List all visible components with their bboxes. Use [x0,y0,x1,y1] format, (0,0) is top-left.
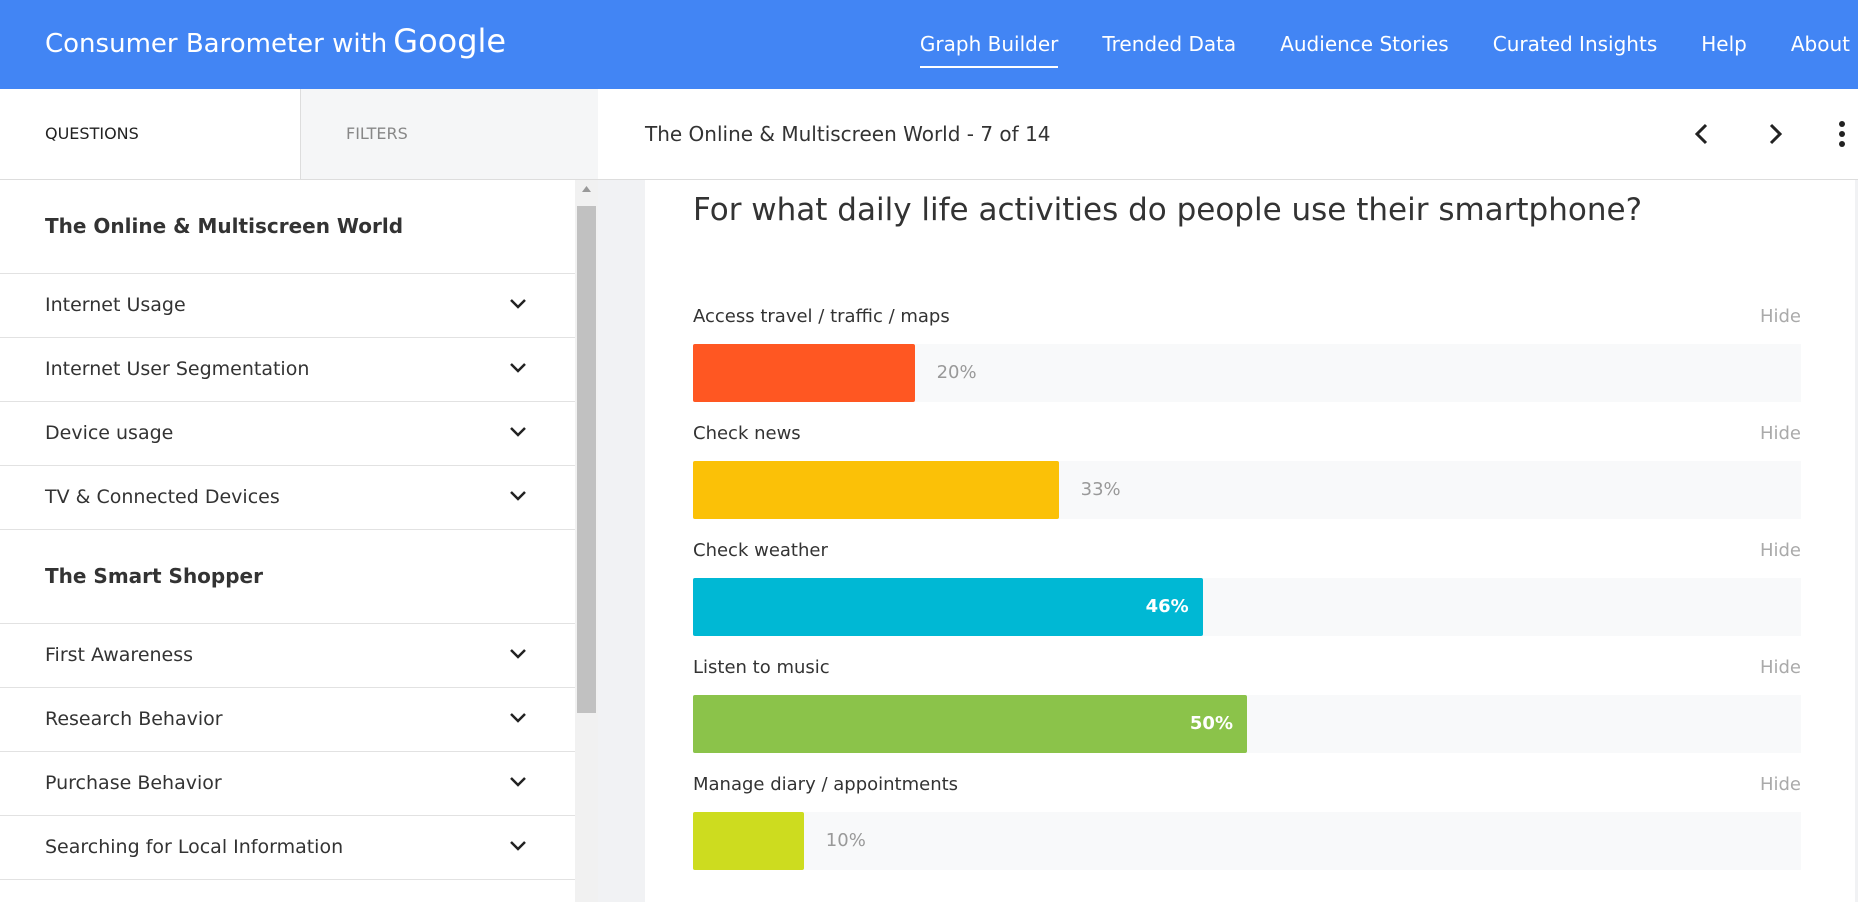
scroll-thumb[interactable] [577,206,596,713]
header: Consumer Barometer with Google Graph Buil… [0,0,1858,89]
pager-icons [1694,121,1845,147]
card [645,180,1855,902]
more-button[interactable] [1839,121,1845,147]
tab[interactable]: QUESTIONS [0,89,300,179]
item-label: First Awareness [45,644,194,666]
subbar: QUESTIONS FILTERS The Online & Multiscre… [0,89,1858,180]
question: For what daily life activities do people… [693,192,1643,228]
accordion-item[interactable]: Internet Usage [0,274,575,338]
item-label: Searching for Local Information [45,836,344,858]
section-heading: The Smart Shopper [0,530,575,624]
chevron [510,491,526,501]
accordion-item[interactable]: First Awareness [0,624,575,688]
value-label: 20% [936,362,977,383]
bar-track [693,812,1801,870]
next-button[interactable] [1769,123,1783,145]
scrollbar-parts [577,186,596,713]
accordion-item[interactable]: Searching for Local Information [0,816,575,880]
hide-link[interactable]: Hide [1759,306,1801,327]
nav-link[interactable]: About [1790,32,1850,56]
chevron [510,299,526,309]
accordion-item[interactable]: Research Behavior [0,688,575,752]
value-label: 10% [825,830,866,851]
chevron [510,713,526,723]
bar [693,695,1247,753]
value-label: 33% [1080,479,1121,500]
brand-logo: Google [393,22,507,60]
item-label: Device usage [45,422,174,444]
bar-label: Access travel / traffic / maps [693,306,950,327]
hide-link[interactable]: Hide [1759,423,1801,444]
nav-link[interactable]: Graph Builder [919,32,1059,68]
nav-link[interactable]: Curated Insights [1492,32,1658,56]
bar [693,578,1203,636]
accordion-item[interactable]: Device usage [0,402,575,466]
value-label: 46% [1145,596,1189,617]
hide-link[interactable]: Hide [1759,774,1801,795]
bar-label: Listen to music [693,657,830,678]
bar [693,344,915,402]
chevron [510,841,526,851]
chevron [510,777,526,787]
item-label: Research Behavior [45,708,223,730]
chevron [510,363,526,373]
section-heading: The Online & Multiscreen World [0,180,575,274]
nav-link[interactable]: Trended Data [1102,32,1237,56]
item-label: Internet Usage [45,294,186,316]
tab[interactable]: FILTERS [300,89,598,179]
bar [693,461,1059,519]
bar-label: Check weather [693,540,828,561]
brand[interactable]: Consumer Barometer with Google [45,22,506,60]
bar [693,812,804,870]
chevron [510,427,526,437]
nav-link[interactable]: Audience Stories [1280,32,1449,56]
nav: Graph Builder Trended Data Audience Storie… [919,32,1850,68]
accordion-item[interactable]: TV & Connected Devices [0,466,575,530]
hide-link[interactable]: Hide [1759,657,1801,678]
item-label: TV & Connected Devices [45,486,280,508]
accordion-item[interactable]: Internet User Segmentation [0,338,575,402]
prev-button[interactable] [1694,123,1708,145]
accordion-item[interactable]: Purchase Behavior [0,752,575,816]
bar-label: Check news [693,423,801,444]
item-label: Internet User Segmentation [45,358,310,380]
sidebar: The Online & Multiscreen World Internet U… [0,180,575,902]
hide-link[interactable]: Hide [1759,540,1801,561]
value-label: 50% [1189,713,1233,734]
brand-text: Consumer Barometer with [45,29,388,59]
chevron [510,649,526,659]
bar-label: Manage diary / appointments [693,774,959,795]
scrollbar [575,180,598,902]
item-label: Purchase Behavior [45,772,222,794]
breadcrumb: The Online & Multiscreen World - 7 of 14 [645,122,1051,146]
nav-link[interactable]: Help [1701,32,1747,56]
